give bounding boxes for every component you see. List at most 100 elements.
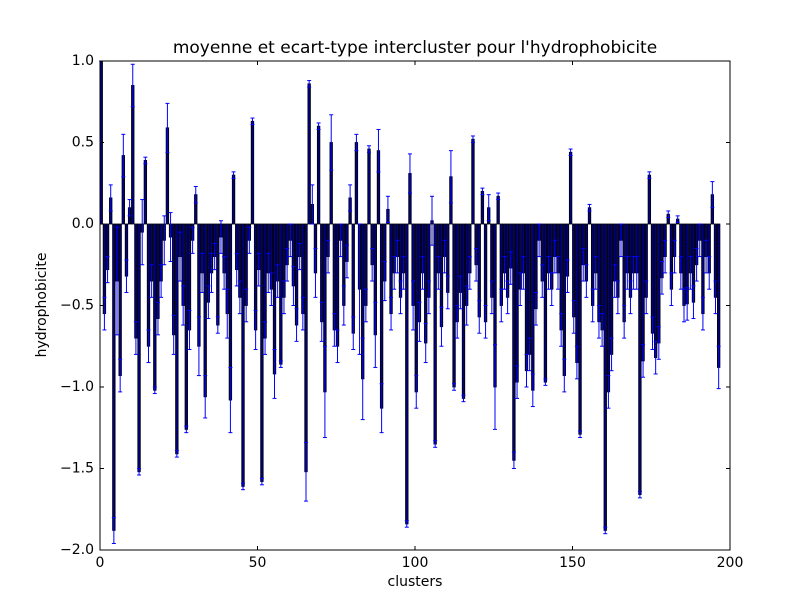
error-bar [130, 63, 135, 108]
bar [354, 142, 359, 225]
error-bar [609, 337, 614, 372]
error-bar [470, 135, 475, 143]
error-bar [619, 223, 624, 258]
y-axis-label: hydrophobicite [34, 253, 50, 358]
error-bar [672, 239, 677, 274]
error-bar [540, 264, 545, 298]
error-bar [215, 316, 220, 334]
error-bar [521, 256, 526, 290]
error-bar [688, 256, 693, 290]
error-bar [707, 256, 712, 290]
y-tick-label: 0.5 [72, 135, 94, 151]
error-bar [389, 296, 394, 331]
error-bar [137, 468, 142, 476]
error-bar [533, 291, 538, 326]
error-bar [398, 280, 403, 315]
error-bar [297, 243, 302, 271]
error-bar [171, 314, 176, 355]
bar [578, 223, 582, 435]
error-bar [546, 256, 551, 290]
error-bar [218, 220, 223, 254]
error-bar [694, 247, 699, 282]
bar [496, 195, 500, 225]
bar [184, 223, 188, 430]
error-bar [515, 365, 520, 399]
bar [279, 223, 283, 365]
bar [137, 223, 141, 473]
bar [461, 223, 466, 399]
error-bar [152, 386, 157, 395]
error-bar [420, 256, 425, 290]
y-tick-label: −1.5 [60, 461, 94, 477]
bar [112, 223, 116, 531]
error-bar [417, 301, 422, 342]
error-bar [571, 300, 576, 334]
error-bar [250, 117, 255, 126]
error-bar [108, 184, 113, 212]
bar [260, 223, 264, 482]
error-bar [650, 316, 655, 351]
error-bar [373, 301, 378, 368]
bar [654, 223, 658, 359]
error-bar [704, 239, 709, 274]
error-bar [162, 215, 167, 266]
error-bar [493, 344, 498, 430]
error-bar [697, 223, 702, 258]
error-bar [452, 383, 457, 391]
bar [231, 174, 236, 225]
error-bar [256, 252, 261, 287]
y-tick-label: −0.5 [60, 298, 94, 314]
error-bar [502, 256, 507, 290]
error-bar [127, 199, 132, 217]
error-bar [559, 313, 564, 347]
error-bar [461, 394, 466, 403]
error-bar [285, 247, 290, 282]
bar [543, 223, 548, 383]
error-bar [196, 316, 201, 377]
error-bar [606, 375, 611, 409]
error-bar [634, 256, 639, 290]
bar [638, 223, 642, 495]
x-tick-label: 50 [249, 555, 267, 571]
error-bar [489, 280, 494, 315]
y-tick-label: −2.0 [60, 542, 94, 558]
error-bar [319, 301, 324, 342]
error-bar [155, 301, 160, 336]
bar [609, 223, 614, 355]
bar [118, 223, 122, 376]
error-bar [344, 244, 349, 279]
error-bar [622, 305, 627, 339]
error-bar [625, 256, 630, 290]
error-bar [464, 285, 469, 326]
error-bar [322, 345, 327, 439]
chart-title: moyenne et ecart-type intercluster pour … [173, 38, 657, 58]
error-bar [395, 239, 400, 274]
bar [471, 138, 475, 225]
error-bar [206, 285, 211, 320]
bar [304, 223, 308, 473]
error-bar [146, 329, 151, 364]
bar [367, 148, 371, 225]
bar [603, 223, 607, 531]
error-bar [341, 285, 346, 326]
error-bar [505, 280, 510, 315]
error-bar [596, 305, 601, 339]
bar [143, 160, 148, 225]
error-bar [335, 329, 340, 364]
error-bar [675, 215, 680, 223]
error-bar [228, 366, 233, 434]
error-bar [615, 280, 620, 315]
error-bar [316, 122, 321, 130]
error-bar [200, 252, 205, 293]
y-tick-label: 1.0 [72, 53, 94, 69]
error-bar [269, 272, 274, 306]
bar [531, 223, 535, 391]
bar [512, 223, 516, 461]
error-bar [278, 360, 283, 368]
error-bar [263, 321, 268, 355]
error-bar [641, 344, 646, 378]
error-bar [439, 306, 444, 347]
error-bar [565, 259, 570, 293]
error-bar [467, 256, 472, 290]
error-bar [691, 285, 696, 320]
